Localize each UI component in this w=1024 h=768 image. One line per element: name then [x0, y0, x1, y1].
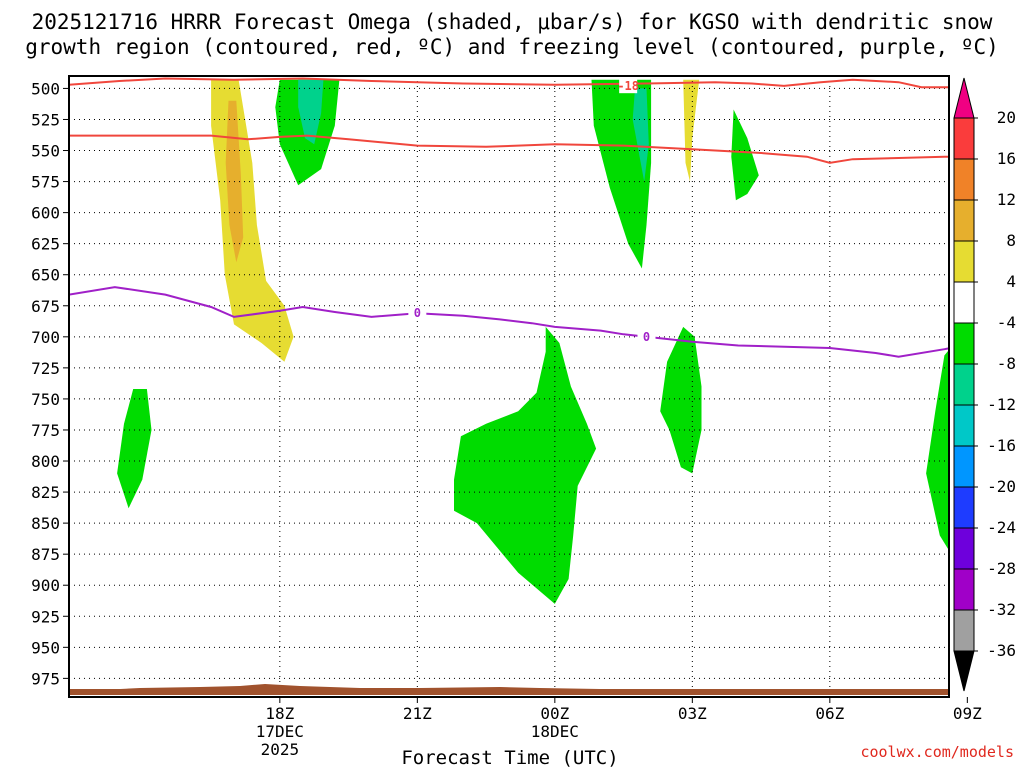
y-tick-label-675: 675: [31, 297, 60, 316]
x-tick-label-00Z: 00Z: [540, 704, 569, 723]
x-tick-label-09Z: 09Z: [953, 704, 982, 723]
y-tick-label-650: 650: [31, 266, 60, 285]
colorbar-swatch-1: [953, 568, 975, 611]
omega-shading: [117, 79, 949, 604]
plot-frame: [68, 75, 950, 698]
y-tick-label-550: 550: [31, 142, 60, 161]
omega-region-12: [926, 349, 949, 551]
y-tick-label-900: 900: [31, 576, 60, 595]
y-tick-label-700: 700: [31, 328, 60, 347]
dgz-contour-label-0: -18: [617, 79, 639, 93]
freezing-level-label-0-bg: [408, 306, 427, 321]
x-tick-year-18Z: 2025: [261, 740, 300, 759]
y-tick-label-925: 925: [31, 607, 60, 626]
credit-text[interactable]: coolwx.com/models: [860, 743, 1014, 761]
gridlines: [69, 76, 949, 697]
x-tick-label-03Z: 03Z: [678, 704, 707, 723]
y-tick-label-875: 875: [31, 545, 60, 564]
omega-region-5: [298, 79, 324, 145]
colorbar-swatch-2: [953, 527, 975, 570]
y-tick-label-950: 950: [31, 638, 60, 657]
x-tick-label-18Z: 18Z: [265, 704, 294, 723]
terrain-profile: [69, 684, 949, 695]
y-tick-label-500: 500: [31, 79, 60, 98]
y-axis: 500 525 550 575 600 625 650 675 700 725 750 775 800 8…: [31, 79, 69, 688]
colorbar-label-7: -8: [997, 354, 1016, 373]
freezing-level-label-0: 0: [414, 306, 421, 320]
colorbar-label-10: 8: [1006, 231, 1016, 250]
title-line-1: 2025121716 HRRR Forecast Omega (shaded, …: [32, 10, 993, 34]
colorbar-label-2: -28: [987, 559, 1016, 578]
colorbar-swatch-3: [953, 486, 975, 529]
colorbar-label-8: -4: [997, 313, 1016, 332]
title-line-2: growth region (contoured, red, ºC) and f…: [25, 35, 999, 59]
colorbar: -36 -32 -28 -24 -20 -16 -12 -8 -4 4 8 12 16 20: [953, 77, 1016, 692]
colorbar-label-0: -36: [987, 641, 1016, 660]
contour-lines: -18 0 0: [69, 77, 949, 358]
dgz-contour-label-0-bg: [619, 79, 638, 94]
colorbar-swatch-5: [953, 404, 975, 447]
x-tick-date-00Z: 18DEC: [531, 722, 579, 741]
colorbar-label-11: 12: [997, 190, 1016, 209]
colorbar-swatch-8: [953, 281, 975, 324]
colorbar-swatch-4: [953, 445, 975, 488]
x-tick-label-21Z: 21Z: [403, 704, 432, 723]
colorbar-label-3: -24: [987, 518, 1016, 537]
plot-background: [69, 76, 949, 697]
y-tick-label-750: 750: [31, 390, 60, 409]
colorbar-label-6: -12: [987, 395, 1016, 414]
y-tick-label-800: 800: [31, 452, 60, 471]
y-tick-label-775: 775: [31, 421, 60, 440]
y-tick-label-625: 625: [31, 235, 60, 254]
dgz-contour-1: [69, 134, 949, 164]
y-tick-label-725: 725: [31, 359, 60, 378]
colorbar-label-9: 4: [1006, 272, 1016, 291]
freezing-level-label-1-bg: [637, 329, 656, 344]
x-tick-date-18Z: 17DEC: [256, 722, 304, 741]
colorbar-swatch-10: [953, 199, 975, 242]
colorbar-swatch-12: [953, 117, 975, 160]
x-tick-label-06Z: 06Z: [815, 704, 844, 723]
colorbar-label-4: -20: [987, 477, 1016, 496]
omega-region-11: [660, 326, 702, 474]
y-tick-label-525: 525: [31, 110, 60, 129]
x-axis-label: Forecast Time (UTC): [401, 747, 618, 768]
colorbar-swatch-11: [953, 158, 975, 201]
y-tick-label-575: 575: [31, 173, 60, 192]
y-tick-label-600: 600: [31, 204, 60, 223]
colorbar-label-5: -16: [987, 436, 1016, 455]
colorbar-swatch-7: [953, 322, 975, 365]
colorbar-bottom-triangle: [953, 650, 975, 692]
dgz-contour-0: [69, 77, 949, 89]
freezing-level-label-1: 0: [643, 330, 650, 344]
y-tick-label-975: 975: [31, 669, 60, 688]
omega-region-9: [117, 389, 152, 509]
freezing-level-line: [69, 286, 949, 358]
omega-region-7: [632, 88, 649, 182]
colorbar-label-1: -32: [987, 600, 1016, 619]
colorbar-label-12: 16: [997, 149, 1016, 168]
colorbar-label-13: 20: [997, 108, 1016, 127]
omega-region-8: [731, 109, 759, 201]
y-tick-label-850: 850: [31, 514, 60, 533]
omega-region-10: [454, 326, 597, 604]
colorbar-top-triangle: [953, 77, 975, 119]
colorbar-swatch-0: [953, 609, 975, 652]
y-tick-label-825: 825: [31, 483, 60, 502]
colorbar-swatch-6: [953, 363, 975, 406]
omega-region-2: [683, 79, 700, 182]
colorbar-swatch-9: [953, 240, 975, 283]
